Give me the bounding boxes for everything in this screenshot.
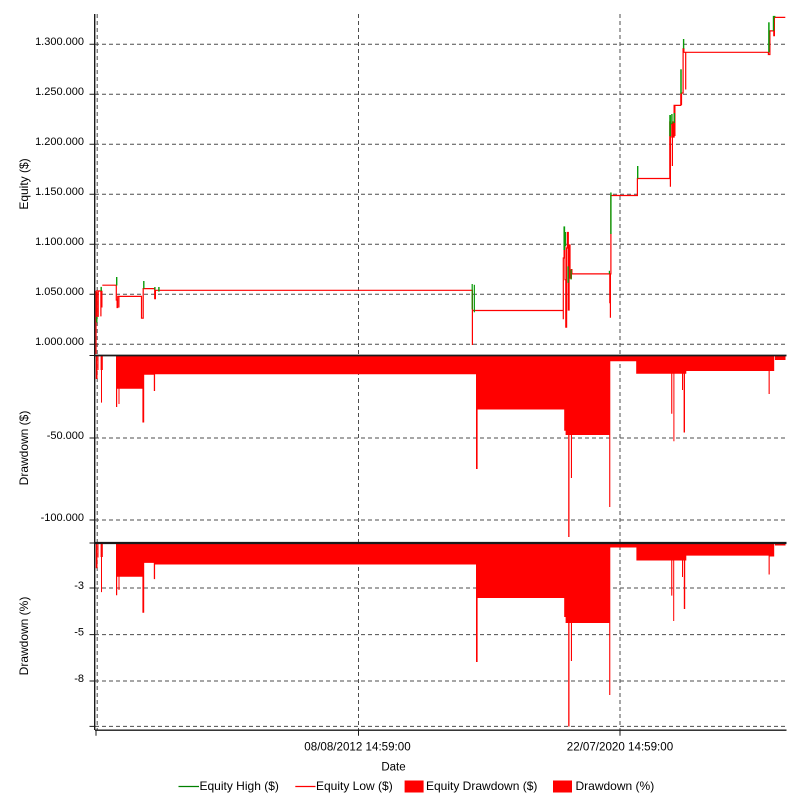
svg-text:1.250.000: 1.250.000 — [35, 86, 84, 98]
svg-text:1.000.000: 1.000.000 — [35, 336, 84, 348]
svg-text:-50.000: -50.000 — [47, 430, 84, 442]
svg-text:1.100.000: 1.100.000 — [35, 236, 84, 248]
svg-text:Equity High ($): Equity High ($) — [200, 779, 279, 793]
svg-text:-100.000: -100.000 — [41, 512, 84, 524]
svg-text:1.300.000: 1.300.000 — [35, 36, 84, 48]
svg-text:22/07/2020 14:59:00: 22/07/2020 14:59:00 — [567, 741, 673, 754]
svg-text:Drawdown ($): Drawdown ($) — [17, 411, 31, 486]
svg-text:-8: -8 — [74, 673, 84, 685]
svg-text:Drawdown (%): Drawdown (%) — [17, 597, 31, 676]
svg-text:Drawdown (%): Drawdown (%) — [576, 779, 655, 793]
svg-text:08/08/2012 14:59:00: 08/08/2012 14:59:00 — [304, 741, 410, 754]
svg-text:1.050.000: 1.050.000 — [35, 286, 84, 298]
svg-text:-3: -3 — [74, 580, 84, 592]
svg-text:Equity ($): Equity ($) — [17, 158, 31, 209]
svg-text:Equity Low ($): Equity Low ($) — [316, 779, 393, 793]
svg-text:Date: Date — [381, 762, 405, 774]
svg-text:Equity Drawdown ($): Equity Drawdown ($) — [426, 779, 537, 793]
svg-text:1.150.000: 1.150.000 — [35, 186, 84, 198]
svg-text:-5: -5 — [74, 626, 84, 638]
svg-text:1.200.000: 1.200.000 — [35, 136, 84, 148]
